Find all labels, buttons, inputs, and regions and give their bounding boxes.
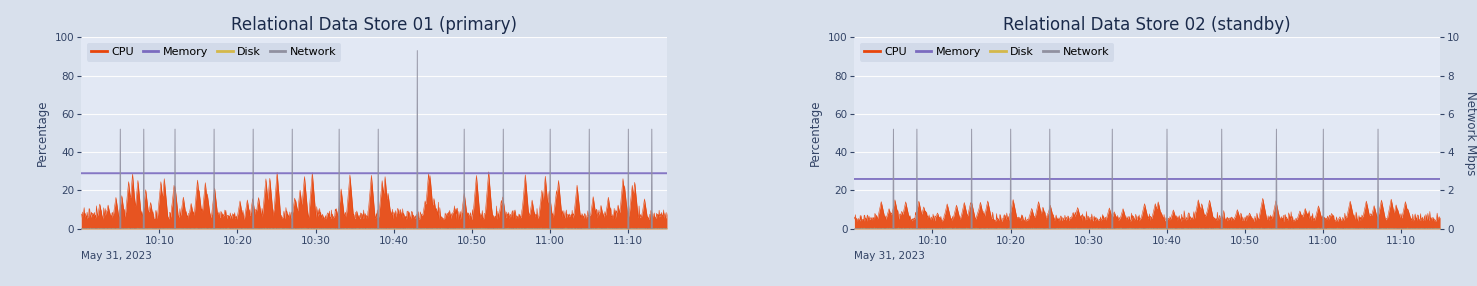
Legend: CPU, Memory, Disk, Network: CPU, Memory, Disk, Network (87, 43, 341, 61)
Y-axis label: Percentage: Percentage (809, 100, 823, 166)
Legend: CPU, Memory, Disk, Network: CPU, Memory, Disk, Network (860, 43, 1114, 61)
Y-axis label: Percentage: Percentage (35, 100, 49, 166)
Title: Relational Data Store 01 (primary): Relational Data Store 01 (primary) (230, 16, 517, 34)
Title: Relational Data Store 02 (standby): Relational Data Store 02 (standby) (1003, 16, 1291, 34)
X-axis label: May 31, 2023: May 31, 2023 (854, 251, 925, 261)
X-axis label: May 31, 2023: May 31, 2023 (81, 251, 152, 261)
Y-axis label: Network Mbps: Network Mbps (1464, 91, 1477, 175)
